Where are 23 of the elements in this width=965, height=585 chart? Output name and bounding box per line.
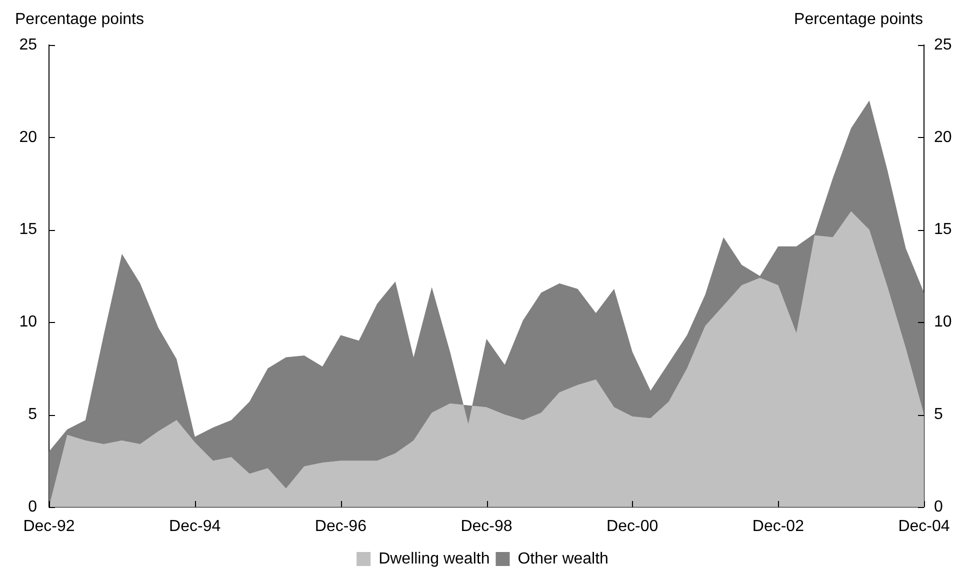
x-tick-label: Dec-96 — [314, 518, 367, 536]
y-tick-label: 15 — [19, 221, 38, 238]
y-tick-label: 5 — [28, 406, 38, 424]
y-axis-title: Percentage points — [15, 11, 144, 28]
y2-tick-label: 10 — [934, 314, 952, 331]
y2-axis-title: Percentage points — [794, 11, 923, 28]
y-tick-label: 0 — [28, 498, 38, 516]
x-tick-label: Dec-98 — [460, 518, 512, 536]
y-tick-label: 25 — [19, 36, 38, 54]
legend-label: Other wealth — [518, 550, 608, 568]
x-tick-label: Dec-92 — [23, 518, 75, 536]
x-tick-label: Dec-00 — [606, 518, 658, 536]
y2-tick-label: 5 — [934, 406, 943, 424]
y-tick-label: 20 — [19, 128, 38, 146]
legend-label: Dwelling wealth — [378, 550, 490, 568]
x-tick-label: Dec-04 — [898, 518, 950, 536]
y2-tick-label: 0 — [934, 498, 943, 516]
y2-tick-label: 20 — [934, 128, 952, 146]
x-tick-label: Dec-94 — [169, 518, 221, 536]
y2-tick-label: 15 — [934, 221, 952, 238]
x-tick-label: Dec-02 — [752, 518, 804, 536]
y-tick-label: 10 — [19, 314, 38, 331]
y2-tick-label: 25 — [934, 36, 952, 54]
